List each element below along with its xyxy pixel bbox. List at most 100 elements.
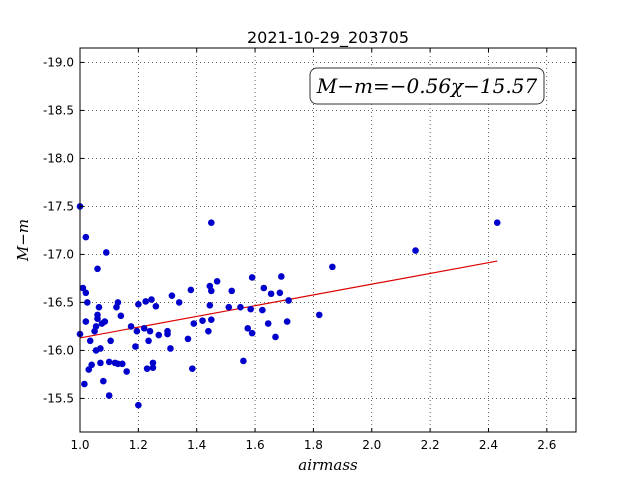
data-point (85, 366, 93, 373)
x-tick-label: 2.6 (537, 438, 556, 452)
data-point (117, 312, 125, 320)
y-tick-label: -16.0 (43, 343, 74, 357)
x-axis-label: airmass (298, 456, 358, 474)
data-point (285, 297, 292, 304)
data-point (140, 325, 148, 332)
data-point (206, 301, 214, 309)
data-point (105, 392, 113, 399)
data-point (155, 331, 163, 339)
data-point (82, 318, 90, 325)
data-point (145, 337, 152, 345)
data-point (81, 380, 88, 388)
data-point (102, 249, 110, 256)
y-tick-label: -15.5 (43, 391, 74, 405)
x-tick-label: 1.2 (129, 438, 148, 452)
y-tick-label: -17.5 (43, 199, 74, 213)
data-point (127, 323, 135, 330)
data-point (329, 263, 336, 271)
y-tick-label: -18.0 (43, 151, 74, 165)
data-point (82, 289, 90, 297)
data-point (123, 368, 130, 375)
x-tick-label: 1.8 (304, 438, 323, 452)
data-point (152, 302, 160, 310)
data-point (97, 345, 104, 352)
data-point (272, 333, 279, 341)
x-tick-label: 1.6 (246, 438, 265, 452)
data-point (228, 287, 236, 295)
y-tick-label: -17.0 (43, 247, 74, 261)
data-point (187, 286, 195, 294)
data-point (225, 303, 233, 311)
data-point (244, 325, 252, 332)
data-point (94, 315, 101, 323)
data-point (493, 219, 501, 227)
data-point (94, 265, 101, 273)
data-point (83, 299, 91, 306)
data-point (213, 277, 221, 285)
data-point (101, 318, 109, 325)
data-point (207, 219, 215, 227)
plot-frame (79, 47, 577, 433)
data-point (133, 327, 141, 335)
data-point (260, 284, 268, 292)
data-point (119, 360, 126, 368)
points-group (76, 203, 501, 409)
data-point (237, 303, 244, 311)
data-point (248, 329, 256, 337)
data-point (189, 365, 196, 372)
data-point (175, 299, 183, 306)
data-point (132, 343, 139, 350)
x-tick-label: 2.2 (421, 438, 440, 452)
data-point (248, 274, 256, 281)
data-point (105, 358, 113, 366)
data-point (164, 330, 171, 338)
y-tick-label: -19.0 (43, 55, 74, 69)
data-point (149, 364, 157, 371)
x-tick-label: 1.0 (70, 438, 89, 452)
data-point (240, 357, 247, 365)
data-point (184, 335, 192, 343)
data-point (205, 327, 212, 335)
x-tick-label: 2.4 (479, 438, 498, 452)
grid (79, 48, 576, 432)
y-tick-label: -18.5 (43, 103, 74, 117)
x-tick-label: 2.0 (362, 438, 381, 452)
data-point (95, 303, 103, 311)
data-point (412, 247, 419, 254)
data-point (315, 311, 323, 319)
data-point (135, 401, 142, 409)
data-point (88, 361, 95, 369)
data-point (143, 365, 151, 372)
data-point (168, 292, 176, 299)
data-point (107, 337, 114, 345)
data-point (82, 233, 90, 241)
data-point (283, 318, 291, 325)
data-point (142, 298, 149, 305)
data-point (92, 323, 100, 330)
data-point (264, 320, 272, 327)
data-point (167, 345, 174, 352)
data-point (86, 337, 94, 345)
data-point (267, 290, 275, 298)
data-point (135, 301, 142, 308)
y-tick-label: -16.5 (43, 295, 74, 309)
fit-annotation-box (309, 67, 545, 105)
data-point (247, 305, 254, 313)
data-point (190, 320, 198, 327)
data-point (146, 327, 154, 335)
data-point (207, 316, 215, 323)
chart-title: 2021-10-29_203705 (247, 28, 409, 48)
data-point (148, 296, 155, 303)
ticks: 1.0 1.2 1.4 1.6 1.8 2.0 2.2 2.4 2.6 -15.5 -16.0 -16… (43, 48, 576, 452)
data-point (276, 289, 284, 297)
data-point (199, 317, 206, 324)
data-point (278, 273, 285, 280)
data-point (100, 377, 107, 385)
data-point (114, 299, 122, 306)
data-point (79, 284, 87, 292)
data-point (97, 359, 104, 367)
y-axis-label: M−m (14, 219, 32, 262)
fit-annotation-text: M−m=−0.56χ−15.57 (316, 74, 538, 98)
fit-annotation: M−m=−0.56χ−15.57 (309, 67, 545, 105)
